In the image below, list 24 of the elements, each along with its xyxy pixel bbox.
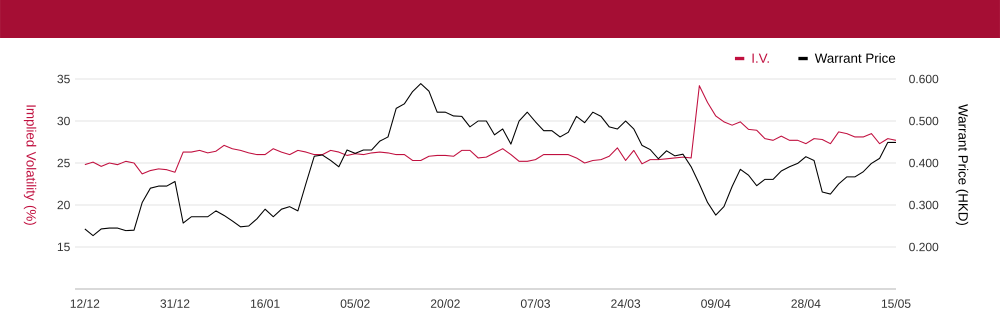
x-tick-label: 09/04	[701, 299, 730, 308]
x-tick-label: 15/05	[882, 299, 910, 308]
legend-label: I.V.	[752, 54, 769, 63]
y2-tick-label: 0.200	[909, 242, 938, 252]
y-axis-title: Implied Volatility (%)	[24, 105, 36, 225]
y2-tick-label: 0.500	[909, 116, 938, 126]
x-tick-label: 05/02	[340, 299, 370, 308]
x-tick-label: 20/02	[430, 299, 460, 308]
x-tick-label: 07/03	[520, 299, 550, 308]
y-tick-label: 20	[58, 200, 70, 210]
x-tick-label: 31/12	[160, 299, 190, 308]
x-tick-label: 16/01	[251, 299, 280, 308]
x-tick-label: 24/03	[611, 299, 640, 308]
y2-axis-title: Warrant Price (HKD)	[956, 104, 968, 226]
y2-tick-label: 0.400	[909, 158, 938, 168]
x-tick-label: 12/12	[70, 299, 100, 308]
y-tick-label: 35	[57, 74, 70, 84]
y-tick-label: 30	[57, 116, 70, 126]
y-tick-label: 15	[58, 242, 70, 252]
y-tick-label: 25	[58, 158, 70, 168]
y2-tick-label: 0.300	[909, 200, 938, 210]
x-tick-label: 28/04	[791, 299, 821, 308]
y2-tick-label: 0.600	[909, 74, 938, 84]
legend-label: Warrant Price	[814, 53, 896, 63]
